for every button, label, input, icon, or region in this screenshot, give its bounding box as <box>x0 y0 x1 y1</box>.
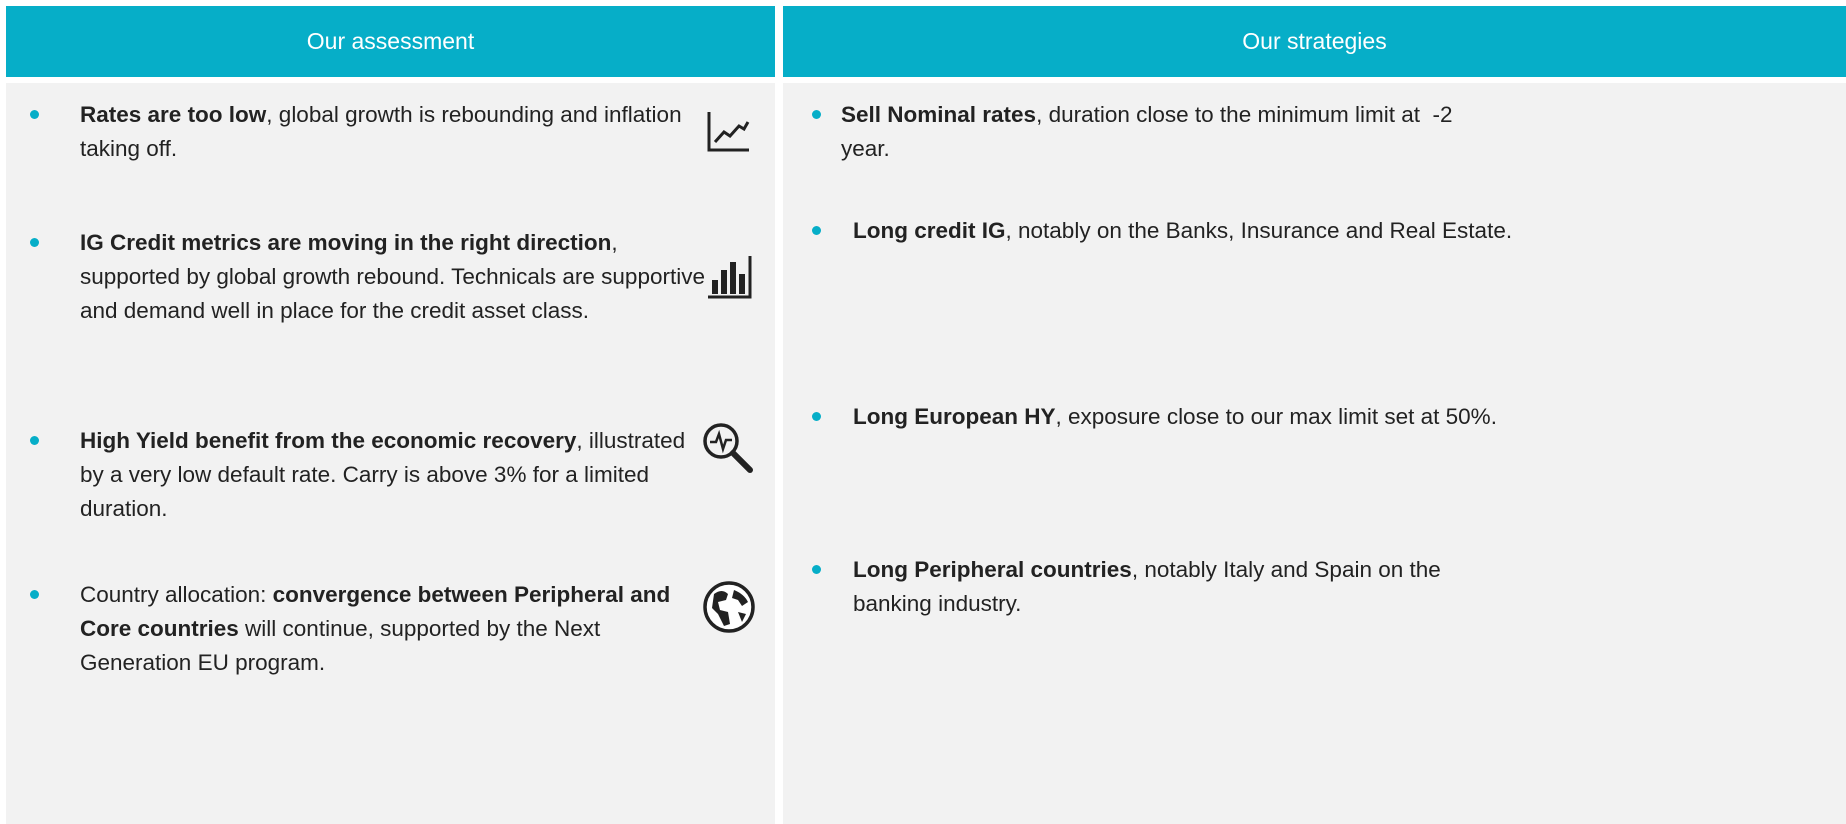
text: , supported by global growth rebound. Te… <box>80 230 712 323</box>
bullet-text: IG Credit metrics are moving in the righ… <box>80 226 708 328</box>
bullet-text: Long European HY, exposure close to our … <box>853 400 1513 434</box>
text: will continue, supported by the Next Gen… <box>80 616 607 675</box>
panel <box>6 83 775 824</box>
bold-text: Rates are too low <box>80 102 267 127</box>
bold-text: convergence between Peripheral and Core … <box>80 582 677 641</box>
panel <box>783 83 1846 824</box>
text: , notably Italy and Spain on the banking… <box>853 557 1448 616</box>
bold-text: High Yield benefit from the economic rec… <box>80 428 577 453</box>
globe-icon <box>703 581 755 633</box>
bold-text: Long Peripheral countries <box>853 557 1132 582</box>
bullet <box>30 110 39 119</box>
bullet <box>812 110 821 119</box>
bullet <box>30 436 39 445</box>
chart-icon <box>707 112 750 152</box>
text: , duration close to the minimum limit at… <box>841 102 1459 161</box>
text: , global growth is rebounding and inflat… <box>80 102 688 161</box>
bold-text: Long credit IG <box>853 218 1006 243</box>
bullet-text: High Yield benefit from the economic rec… <box>80 424 708 526</box>
header: Our strategies <box>783 6 1846 77</box>
bullet-text: Long credit IG, notably on the Banks, In… <box>853 214 1513 248</box>
bullet <box>812 226 821 235</box>
bullet <box>30 238 39 247</box>
bold-text: Long European HY <box>853 404 1056 429</box>
bold-text: IG Credit metrics are moving in the righ… <box>80 230 612 255</box>
bullet-text: Long Peripheral countries, notably Italy… <box>853 553 1513 621</box>
text: Country allocation: <box>80 582 273 607</box>
bold-text: Sell Nominal rates <box>841 102 1037 127</box>
bullet <box>30 590 39 599</box>
bullet <box>812 412 821 421</box>
bar-icon <box>708 256 752 299</box>
header: Our assessment <box>6 6 775 77</box>
text: , notably on the Banks, Insurance and Re… <box>1005 218 1513 243</box>
bullet-text: Sell Nominal rates, duration close to th… <box>841 98 1501 166</box>
text: , exposure close to our max limit set at… <box>1055 404 1497 429</box>
search-icon <box>703 423 753 473</box>
text: , illustrated by a very low default rate… <box>80 428 692 521</box>
bullet <box>812 565 821 574</box>
bullet-text: Rates are too low, global growth is rebo… <box>80 98 708 166</box>
bullet-text: Country allocation: convergence between … <box>80 578 708 680</box>
